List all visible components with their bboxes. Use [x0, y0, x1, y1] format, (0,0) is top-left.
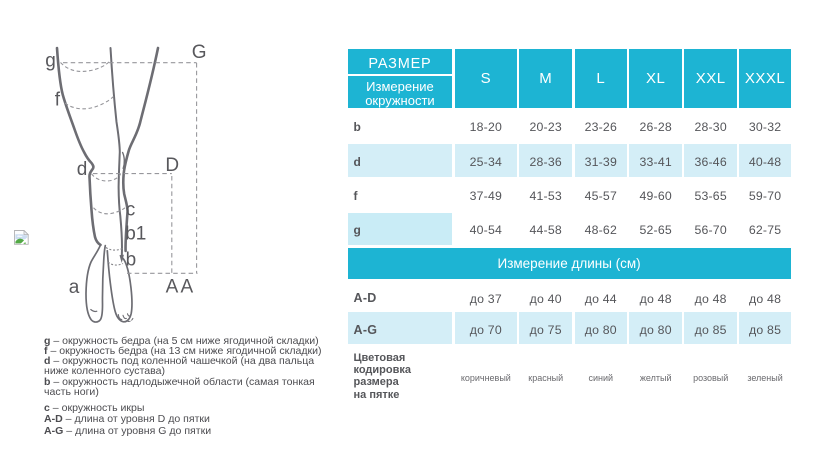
svg-text:AA: AA: [166, 276, 196, 297]
svg-text:D: D: [165, 155, 179, 176]
svg-text:b: b: [126, 250, 137, 271]
svg-text:c: c: [126, 200, 136, 221]
svg-text:f: f: [55, 90, 61, 111]
svg-text:G: G: [192, 42, 207, 63]
svg-text:b1: b1: [125, 224, 146, 245]
svg-text:d: d: [77, 159, 88, 180]
svg-text:g: g: [45, 51, 56, 72]
svg-text:a: a: [69, 277, 80, 298]
